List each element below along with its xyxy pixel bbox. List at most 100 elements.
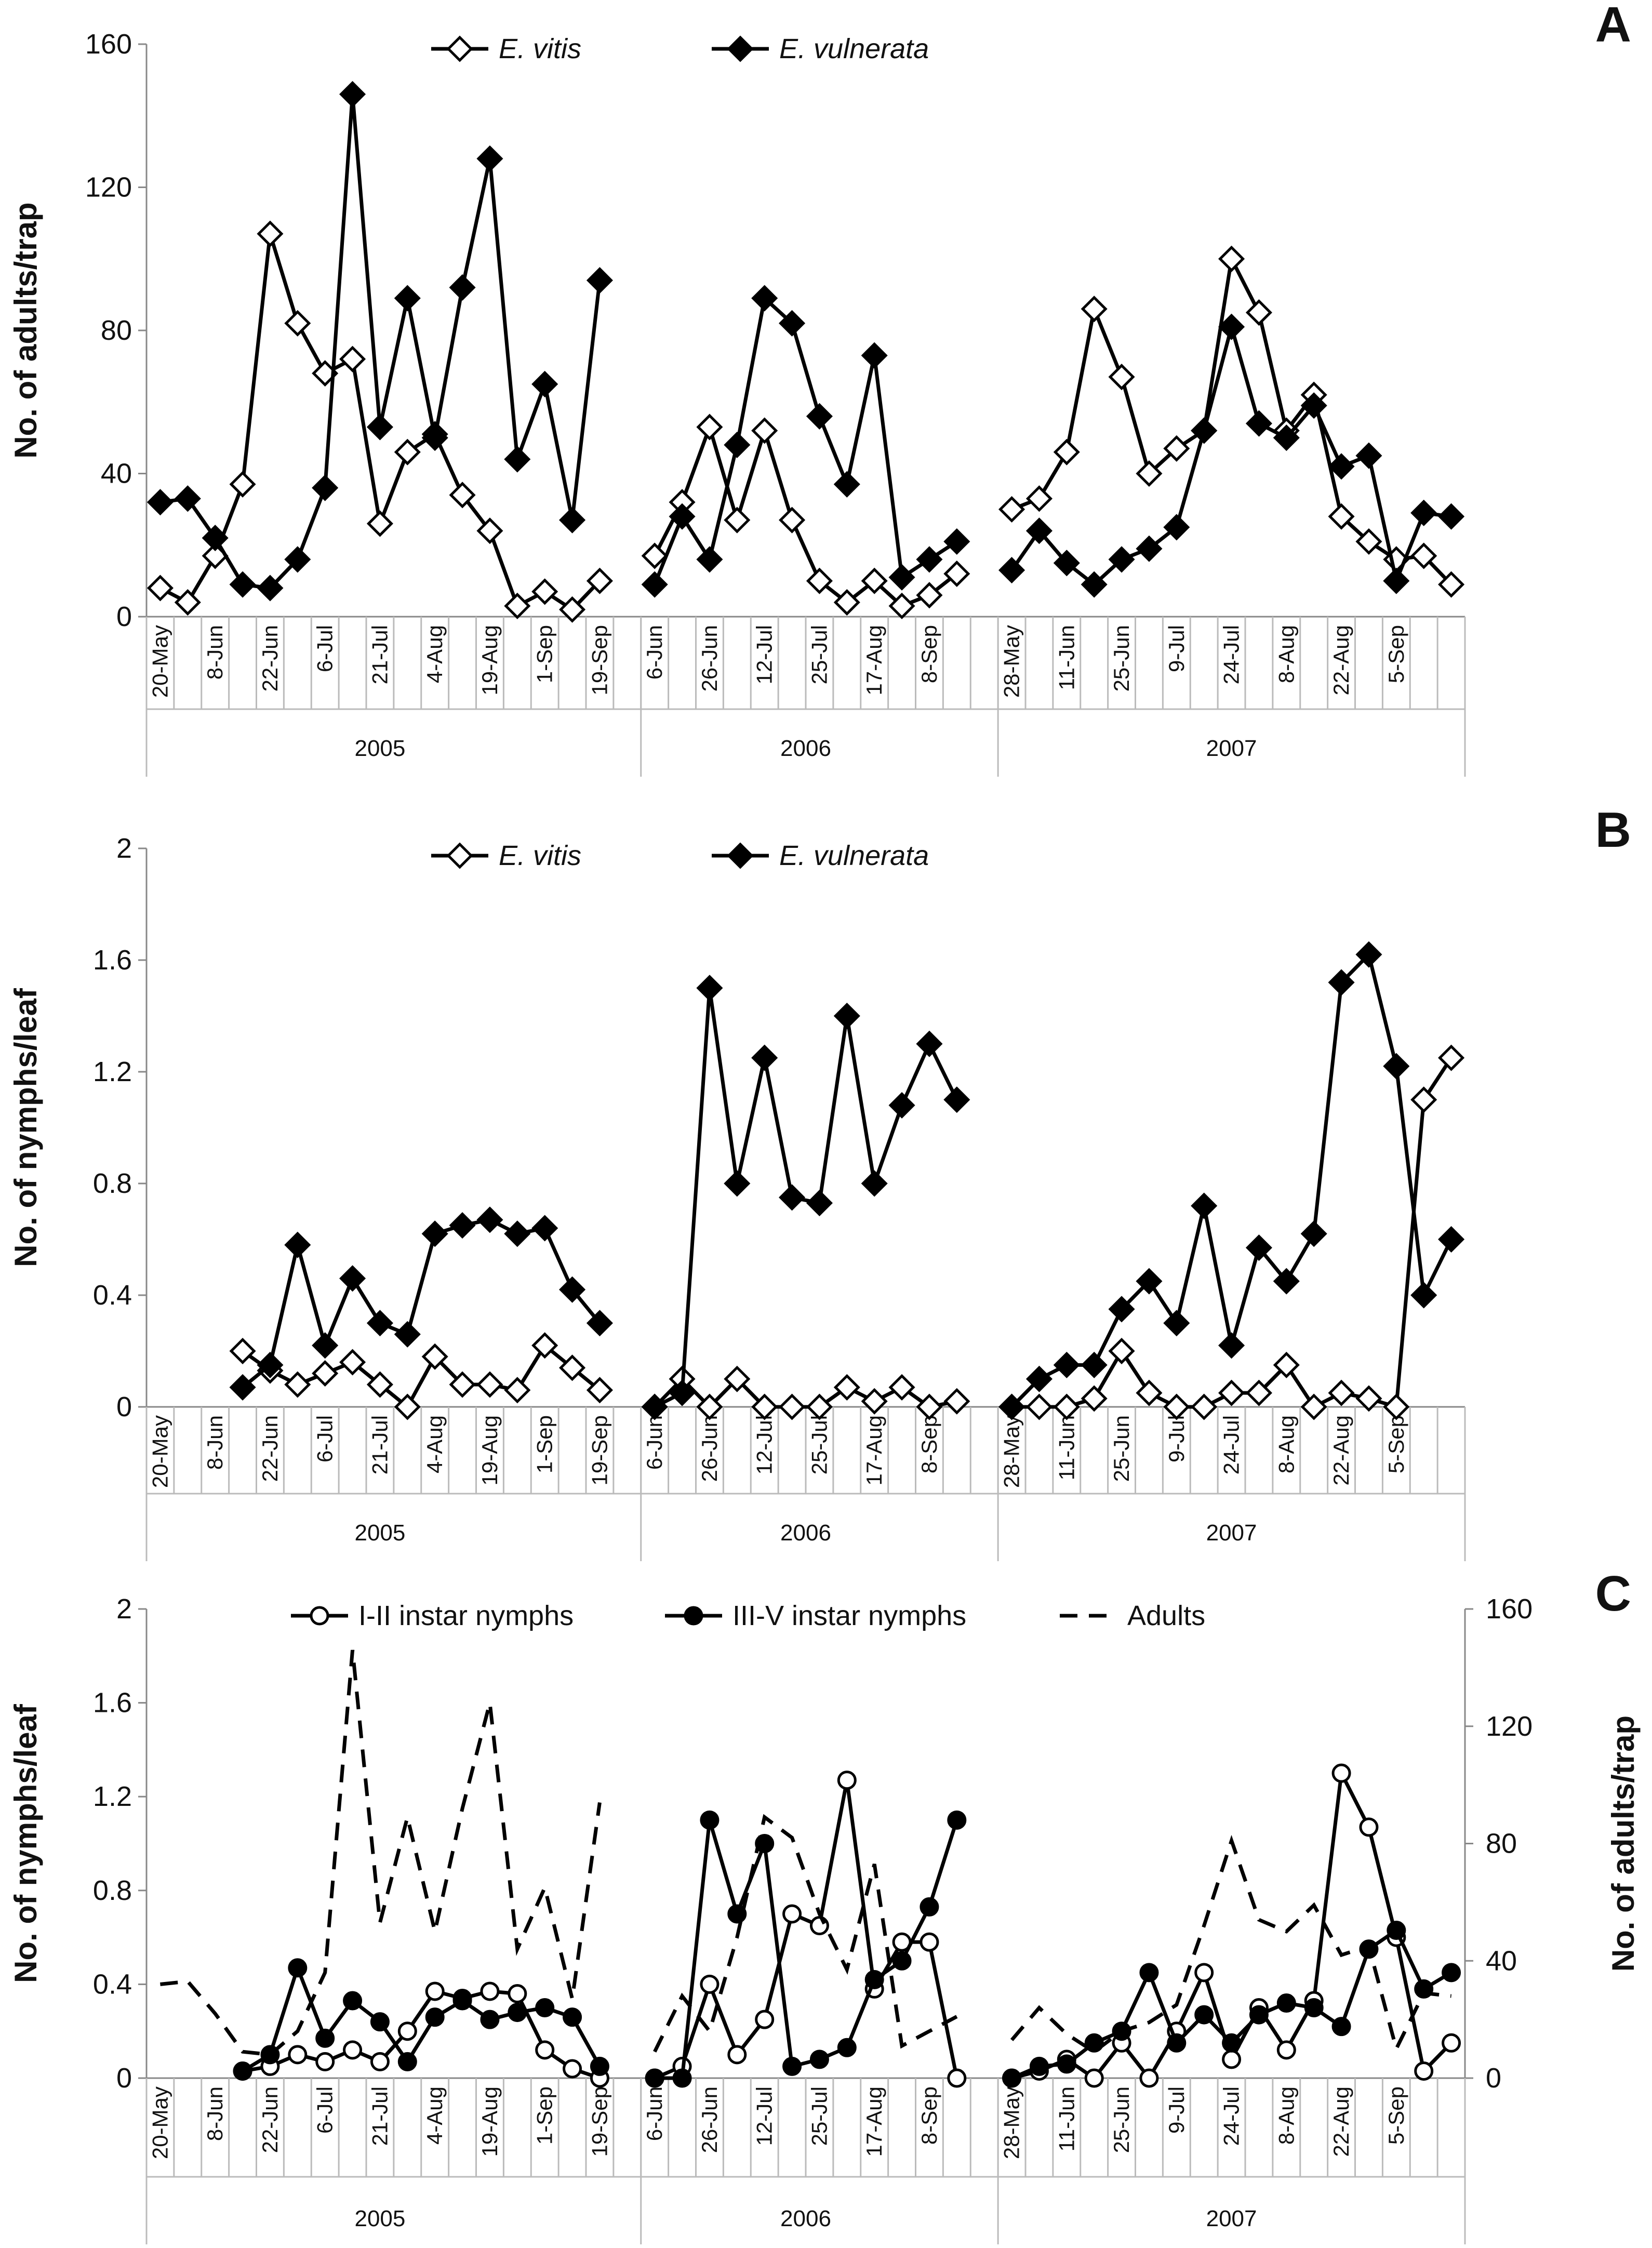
x-tick-label: 22-Aug: [1329, 625, 1353, 695]
data-point: [669, 1379, 696, 1406]
data-point: [343, 1991, 363, 2011]
data-point: [1053, 1351, 1080, 1378]
series-line-i-ii-instar-nymphs: [1011, 1771, 1453, 2080]
y-axis-right-label: No. of adults/trap: [1606, 1715, 1641, 1972]
data-point: [452, 1991, 472, 2011]
legend-marker: [727, 35, 754, 62]
data-point: [1410, 542, 1437, 569]
y-axis-label: No. of nymphs/leaf: [8, 1704, 43, 1983]
data-point: [861, 342, 888, 369]
data-point: [645, 2068, 664, 2088]
x-tick-label: 9-Jul: [1164, 2086, 1189, 2134]
data-point: [696, 546, 723, 573]
data-point: [1222, 2050, 1242, 2069]
data-point: [1300, 1220, 1327, 1247]
legend-label: E. vulnerata: [779, 33, 929, 64]
data-point: [1194, 1963, 1214, 1983]
data-point: [476, 145, 503, 172]
data-point: [1108, 1296, 1135, 1323]
data-point: [229, 571, 256, 598]
x-tick-label: 9-Jul: [1164, 625, 1189, 672]
x-tick-label: 5-Sep: [1384, 625, 1408, 683]
data-point: [1167, 2033, 1187, 2053]
legend-item-e-vulnerata: E. vulnerata: [712, 840, 929, 871]
data-point: [1387, 1921, 1406, 1940]
data-point: [370, 2052, 390, 2071]
data-point: [724, 1170, 751, 1197]
data-point: [1139, 2068, 1159, 2088]
panel-letter: A: [1595, 0, 1631, 52]
x-tick-label: 19-Sep: [587, 2086, 611, 2157]
data-point: [1245, 410, 1272, 437]
data-point: [1273, 1351, 1300, 1378]
y-tick-label: 0: [116, 601, 132, 632]
x-tick-label: 1-Sep: [532, 1415, 557, 1473]
data-point: [806, 567, 833, 594]
data-point: [724, 1365, 751, 1392]
series-e-vulnerata: [229, 941, 1465, 1420]
data-point: [727, 1904, 747, 1924]
series-line-adults: [160, 1650, 602, 2057]
data-point: [1053, 1393, 1080, 1420]
data-point: [779, 310, 806, 337]
data-point: [174, 589, 201, 616]
data-point: [1194, 2005, 1214, 2025]
panel-b: 0 0.4 0.8 1.2 1.6 2 No. of nymphs/leaf 20-May 8-…: [8, 802, 1631, 1561]
x-tick-label: 25-Jun: [1109, 625, 1134, 691]
year-label: 2006: [780, 2206, 831, 2231]
x-tick-label: 24-Jul: [1219, 2086, 1244, 2146]
x-tick-label: 8-Aug: [1274, 2086, 1298, 2145]
x-tick-label: 22-Jun: [258, 625, 282, 691]
series-line-i-ii-instar-nymphs: [654, 1778, 959, 2080]
y-right-tick-label: 160: [1486, 1593, 1533, 1625]
data-point: [751, 285, 778, 312]
data-point: [833, 1374, 860, 1401]
data-point: [888, 1092, 915, 1119]
data-point: [559, 1276, 586, 1303]
legend-marker: [310, 1606, 329, 1626]
year-label: 2007: [1206, 1520, 1257, 1546]
data-point: [1108, 364, 1135, 391]
legend-label: E. vulnerata: [779, 840, 929, 871]
x-tick-label: 6-Jun: [642, 1415, 667, 1470]
data-point: [257, 1351, 284, 1378]
x-tick-label: 19-Aug: [477, 1415, 502, 1485]
data-point: [1191, 417, 1218, 444]
data-point: [809, 1916, 829, 1936]
data-point: [943, 528, 970, 555]
data-point: [449, 1371, 476, 1398]
data-point: [1410, 499, 1437, 526]
x-tick-label: 1-Sep: [532, 2086, 557, 2145]
data-point: [1355, 941, 1382, 968]
data-point: [284, 310, 311, 337]
series-e-vulnerata: [146, 81, 1465, 602]
data-point: [1276, 1993, 1296, 2013]
x-tick-label: 6-Jul: [313, 2086, 337, 2134]
data-point: [394, 1393, 421, 1420]
legend-marker: [446, 35, 473, 62]
data-point: [1081, 296, 1108, 323]
legend-item-e-vitis: E. vitis: [431, 33, 581, 64]
data-point: [202, 524, 229, 552]
x-tick-label: 5-Sep: [1384, 1415, 1408, 1473]
data-point: [837, 2038, 857, 2057]
data-point: [1273, 424, 1300, 451]
x-tick-label: 4-Aug: [422, 625, 447, 683]
series-line-adults: [1010, 1834, 1451, 2054]
data-point: [480, 1981, 500, 2001]
x-tick-label: 26-Jun: [697, 1415, 722, 1482]
data-point: [861, 1170, 888, 1197]
series-line-e-vitis: [653, 1377, 957, 1409]
data-point: [343, 2040, 363, 2060]
legend-marker: [446, 842, 473, 869]
y-right-tick-label: 0: [1486, 2063, 1501, 2094]
data-point: [1081, 1351, 1108, 1378]
x-tick-label: 22-Jun: [258, 1415, 282, 1482]
x-tick-label: 24-Jul: [1219, 1415, 1244, 1474]
data-point: [1084, 2068, 1104, 2088]
data-point: [916, 582, 943, 609]
data-point: [1410, 1086, 1437, 1113]
data-point: [806, 1393, 833, 1420]
data-point: [1383, 1053, 1410, 1080]
data-point: [864, 1970, 884, 1989]
